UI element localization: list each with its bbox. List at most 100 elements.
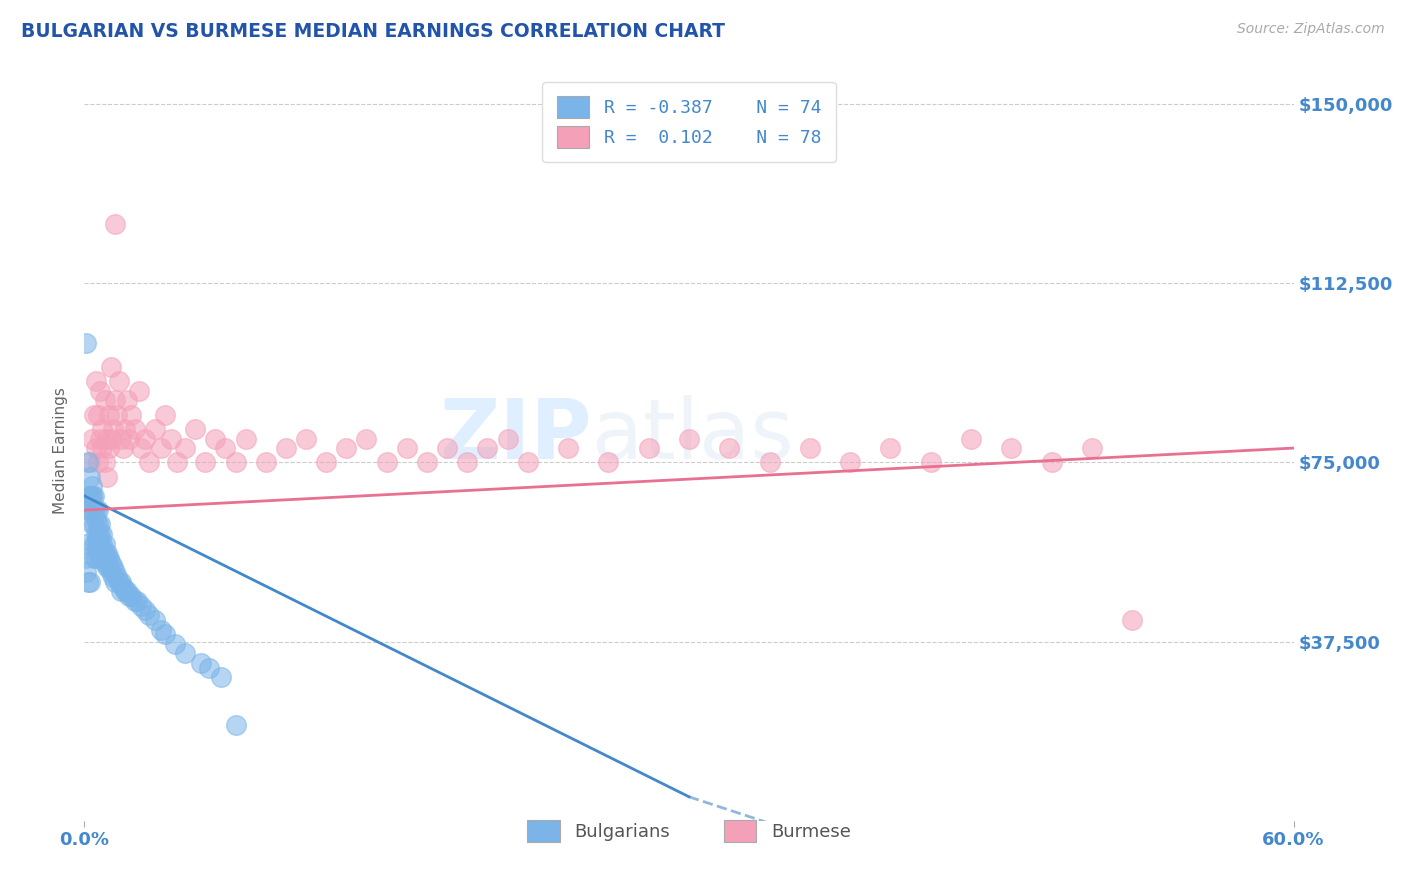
Point (134, 432, 156, 446)
Point (86, 374, 108, 388)
Point (209, 670, 232, 684)
Point (100, 432, 122, 446)
Point (1081, 441, 1104, 455)
Point (637, 441, 659, 455)
Point (77, 455, 100, 469)
Point (86, 536, 108, 550)
Point (274, 441, 297, 455)
Point (79, 489, 101, 503)
Point (82, 489, 104, 503)
Point (96, 432, 118, 446)
Point (254, 455, 277, 469)
Point (89, 432, 111, 446)
Point (1121, 613, 1143, 627)
Point (87, 517, 110, 532)
Point (120, 408, 142, 422)
Point (104, 566, 127, 580)
Point (101, 560, 124, 574)
Point (395, 441, 418, 455)
Point (82, 503, 104, 517)
Point (86, 527, 108, 541)
Point (75, 336, 97, 351)
Point (91, 441, 114, 455)
Point (79, 503, 101, 517)
Point (82, 479, 104, 493)
Point (83, 536, 105, 550)
Point (91, 527, 114, 541)
Point (225, 455, 247, 469)
Point (107, 574, 129, 589)
Point (114, 422, 136, 436)
Point (598, 455, 620, 469)
Point (89, 517, 111, 532)
Point (93, 536, 115, 550)
Point (91, 546, 114, 560)
Point (100, 359, 122, 374)
Point (96, 546, 118, 560)
Point (104, 217, 127, 231)
Point (77, 574, 100, 589)
Point (87, 408, 110, 422)
Point (799, 441, 821, 455)
Point (496, 432, 519, 446)
Point (83, 550, 105, 565)
Point (1040, 455, 1063, 469)
Point (128, 384, 150, 398)
Text: ZIP: ZIP (440, 395, 592, 476)
Point (120, 589, 142, 603)
Point (79, 455, 101, 469)
Point (82, 432, 104, 446)
Point (114, 584, 136, 599)
Point (100, 556, 122, 570)
Point (87, 527, 110, 541)
Point (129, 441, 152, 455)
Point (91, 422, 114, 436)
Point (100, 566, 122, 580)
Point (166, 455, 188, 469)
Point (82, 489, 104, 503)
Point (86, 550, 108, 565)
Point (86, 441, 108, 455)
Point (105, 570, 128, 584)
Point (101, 570, 124, 584)
Text: BULGARIAN VS BURMESE MEDIAN EARNINGS CORRELATION CHART: BULGARIAN VS BURMESE MEDIAN EARNINGS COR… (21, 22, 725, 41)
Point (125, 594, 148, 608)
Point (96, 550, 118, 565)
Point (1000, 441, 1022, 455)
Y-axis label: Median Earnings: Median Earnings (53, 387, 69, 514)
Point (174, 441, 197, 455)
Point (89, 527, 111, 541)
Point (79, 469, 101, 483)
Point (718, 441, 741, 455)
Point (110, 574, 132, 589)
Point (75, 566, 97, 580)
Point (93, 556, 115, 570)
Point (107, 374, 129, 388)
Point (124, 594, 146, 608)
Point (920, 455, 942, 469)
Point (115, 584, 138, 599)
Point (124, 422, 146, 436)
Point (138, 455, 160, 469)
Point (83, 503, 105, 517)
Point (111, 441, 134, 455)
Point (118, 589, 141, 603)
Point (516, 455, 538, 469)
Point (87, 546, 110, 560)
Point (960, 432, 983, 446)
Text: Source: ZipAtlas.com: Source: ZipAtlas.com (1237, 22, 1385, 37)
Point (89, 384, 111, 398)
Point (143, 422, 166, 436)
Text: atlas: atlas (592, 395, 794, 476)
Point (678, 432, 700, 446)
Point (89, 550, 111, 565)
Point (91, 536, 114, 550)
Point (110, 432, 132, 446)
Point (375, 455, 398, 469)
Point (160, 432, 183, 446)
Point (104, 393, 127, 408)
Legend: Bulgarians, Burmese: Bulgarians, Burmese (513, 805, 865, 856)
Point (87, 503, 110, 517)
Point (416, 455, 439, 469)
Point (153, 408, 176, 422)
